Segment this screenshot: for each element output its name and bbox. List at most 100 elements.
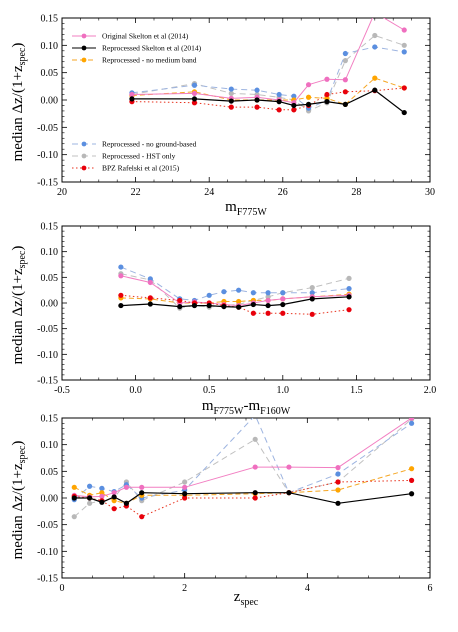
data-point (409, 477, 415, 483)
data-point (139, 484, 145, 490)
data-point (177, 297, 183, 304)
legend: Original Skelton et al (2014) Reprocessed… (72, 32, 202, 173)
data-point (324, 76, 330, 82)
data-point (372, 32, 378, 39)
y-axis-label: median Δz/(1+zspec) (10, 441, 28, 560)
data-point (118, 273, 124, 279)
y-axis-label-close: ) (10, 246, 26, 251)
legend-marker (81, 33, 87, 39)
y-tick-label: -0.15 (37, 376, 58, 387)
data-point (309, 311, 315, 317)
data-point (191, 302, 198, 309)
x-tick-label: 0 (60, 583, 65, 594)
y-axis-label-sub: spec (17, 445, 28, 463)
x-axis-label-sub: F775W (237, 207, 268, 218)
data-point (401, 27, 407, 33)
series-layer (118, 264, 352, 317)
x-tick-label: 6 (428, 583, 433, 594)
data-point (409, 420, 415, 426)
data-point (286, 464, 292, 470)
data-point (182, 491, 188, 497)
data-point (71, 484, 77, 490)
y-axis-label-close: ) (10, 43, 26, 48)
y-tick-label: -0.05 (37, 520, 58, 531)
data-point (280, 301, 286, 308)
data-point (111, 498, 117, 504)
y-tick-label: 0.00 (41, 96, 59, 107)
data-point (252, 436, 258, 442)
data-point (346, 307, 352, 313)
y-tick-label: 0.15 (41, 14, 59, 25)
x-tick-label: 1.5 (350, 385, 363, 396)
data-point (254, 104, 260, 110)
legend-label: Reprocessed - no ground-based (102, 140, 197, 149)
y-tick-label: -0.05 (37, 324, 58, 335)
series-line-2 (120, 296, 350, 308)
data-point (265, 302, 271, 309)
y-axis-label: median Δz/(1+zspec) (10, 246, 28, 365)
x-tick-label: 28 (351, 187, 361, 198)
data-point (71, 514, 77, 520)
data-point (342, 50, 348, 57)
y-axis-label-sub: spec (17, 250, 28, 268)
data-point (305, 101, 312, 107)
y-tick-label: 0.15 (41, 414, 59, 425)
data-point (139, 490, 145, 496)
data-point (99, 499, 105, 505)
x-tick-label: 4 (305, 583, 310, 594)
data-point (252, 464, 258, 470)
data-point (99, 490, 105, 496)
data-point (111, 494, 117, 500)
data-point (291, 93, 297, 99)
data-point (252, 495, 258, 501)
y-axis-label-close: ) (10, 441, 26, 446)
data-point (265, 294, 271, 300)
data-point (250, 290, 256, 296)
x-axis-label: mF775W-mF160W (202, 398, 291, 417)
x-axis-label-main: m (225, 199, 237, 215)
data-point (147, 276, 153, 282)
data-point (401, 42, 407, 48)
data-point (324, 99, 330, 105)
y-axis-label-main: median Δz/(1+z (10, 268, 26, 364)
data-point (342, 77, 348, 83)
data-point (228, 86, 234, 92)
y-tick-label: 0.10 (41, 247, 59, 258)
data-point (409, 418, 415, 421)
legend-marker (81, 57, 87, 63)
y-axis-label-main: median Δz/(1+z (10, 463, 26, 559)
series-line-6 (120, 294, 350, 315)
data-point (276, 107, 282, 113)
y-tick-label: 0.05 (41, 68, 59, 79)
data-point (182, 484, 188, 490)
y-tick-label: -0.05 (37, 123, 58, 134)
data-point (147, 279, 153, 286)
series-line-4 (120, 266, 350, 301)
data-point (87, 483, 93, 489)
data-point (182, 495, 188, 501)
x-tick-label: 1.0 (277, 385, 290, 396)
legend-label: BPZ Rafelski et al (2015) (102, 164, 180, 173)
data-point (206, 292, 212, 298)
x-axis-label: mF775W (225, 199, 267, 218)
data-point (342, 89, 348, 95)
data-point (71, 495, 77, 501)
data-point (236, 304, 242, 310)
legend-label: Original Skelton et al (2014) (102, 32, 189, 41)
data-point (280, 290, 286, 296)
data-point (139, 514, 145, 520)
y-tick-label: 0.10 (41, 41, 59, 52)
x-axis-label-mid: -m (244, 398, 261, 414)
x-tick-label: 26 (278, 187, 288, 198)
data-point (276, 99, 282, 105)
data-point (118, 302, 124, 309)
x-axis-label-main: m (202, 398, 214, 414)
x-tick-label: 20 (57, 187, 67, 198)
data-point (346, 286, 352, 292)
data-point (280, 296, 286, 302)
data-point (118, 264, 124, 270)
x-axis-label-main: z (234, 589, 241, 605)
data-point (111, 490, 117, 496)
data-point (129, 96, 135, 102)
